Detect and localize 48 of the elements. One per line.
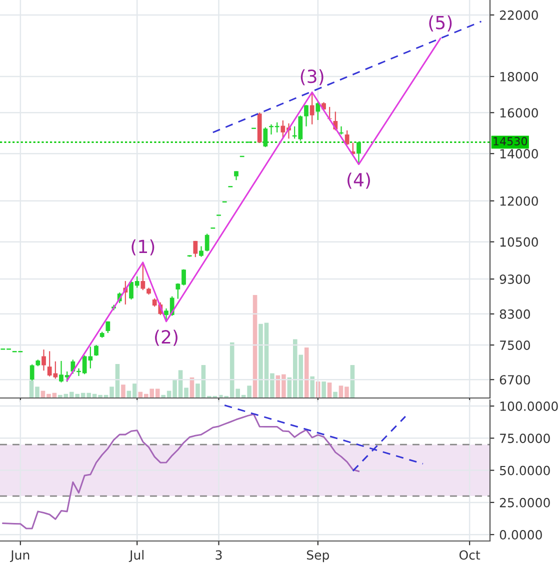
candlestick [204, 233, 210, 252]
y-tick-label: 8300 [500, 309, 530, 319]
annotation: (3) [300, 69, 324, 86]
line-series [66, 38, 442, 382]
bar [304, 348, 309, 398]
x-tick-label: Sep [306, 550, 330, 562]
annotation: (4) [348, 172, 370, 189]
y-tick-label: 12000 [500, 196, 538, 206]
candlestick [356, 141, 361, 165]
y-tick-label: 75.0000 [500, 434, 550, 444]
bar [310, 376, 314, 398]
y-tick-label: 16000 [500, 108, 538, 118]
annotation: (5) [429, 15, 452, 32]
y-tick-label: 50.0000 [500, 466, 550, 476]
candlestick [199, 246, 204, 258]
bar [322, 382, 326, 398]
y-tick-label: 0.0000 [500, 530, 542, 540]
y-tick-label: 7500 [500, 340, 530, 350]
y-tick-label: 22000 [500, 10, 538, 20]
line-series [2, 414, 360, 530]
candlestick [344, 130, 350, 146]
candlestick [94, 344, 98, 356]
candlestick [316, 100, 320, 121]
bar [327, 382, 332, 398]
annotation: (1) [132, 239, 154, 256]
candlestick [339, 126, 344, 136]
candlestick [304, 104, 308, 127]
candlestick [42, 348, 46, 372]
y-tick-label: 6700 [500, 375, 530, 385]
ref-line-label: 14530 [494, 137, 528, 146]
x-tick-label: Jun [10, 550, 30, 562]
y-tick-label: 10500 [500, 237, 538, 247]
y-tick-label: 14000 [500, 149, 538, 159]
x-tick-label: 3 [216, 550, 222, 560]
candlestick [193, 240, 198, 258]
candlestick [310, 92, 314, 125]
x-tick-label: Jul [128, 550, 144, 562]
y-tick-label: 9300 [500, 274, 530, 284]
candlestick [140, 262, 146, 291]
y-tick-label: 25.0000 [500, 498, 550, 508]
bar [333, 392, 338, 398]
annotation: (2) [155, 330, 178, 346]
bar [252, 295, 258, 398]
y-tick-label: 100.0000 [500, 402, 558, 411]
y-tick-label: 18000 [500, 72, 538, 82]
candlestick [263, 126, 268, 148]
x-tick-label: Oct [459, 550, 480, 560]
bar [121, 384, 126, 398]
